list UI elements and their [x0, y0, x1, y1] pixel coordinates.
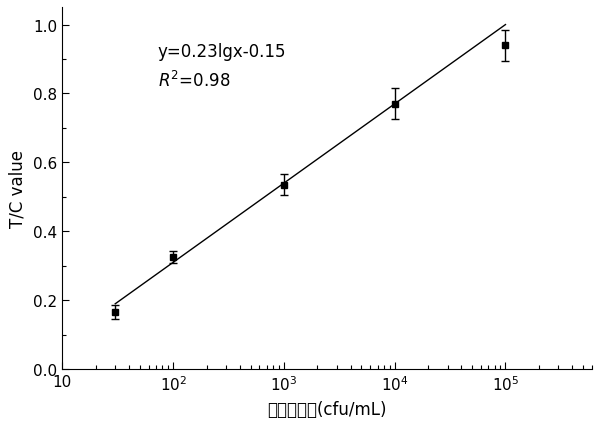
X-axis label: 致病菌浓度(cfu/mL): 致病菌浓度(cfu/mL) — [267, 400, 387, 417]
Y-axis label: T/C value: T/C value — [8, 150, 26, 228]
Text: $R^2$=0.98: $R^2$=0.98 — [158, 70, 230, 91]
Text: y=0.23lgx-0.15: y=0.23lgx-0.15 — [158, 43, 286, 60]
